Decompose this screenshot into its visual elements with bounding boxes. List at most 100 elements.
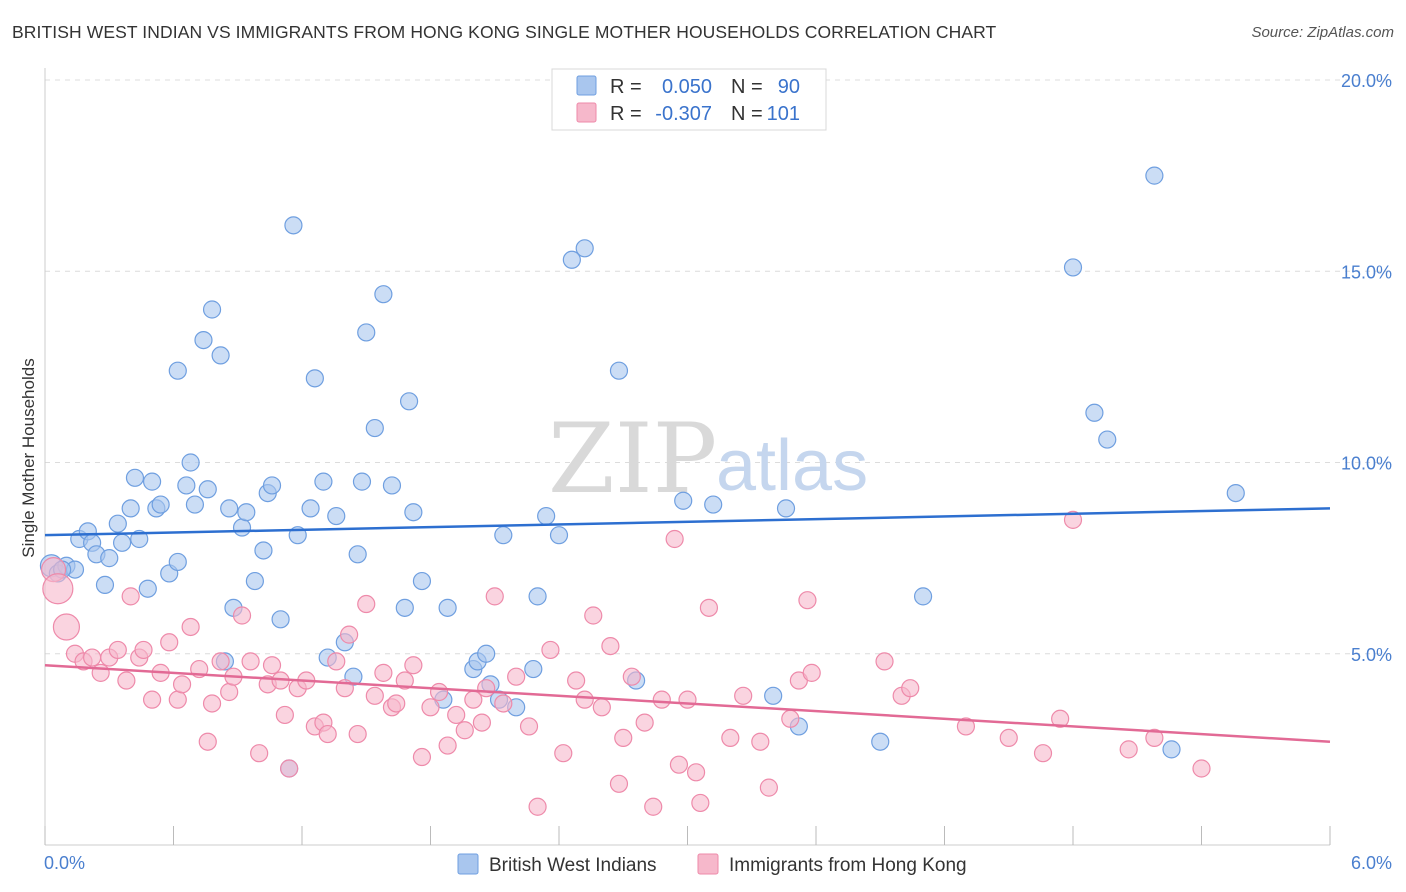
trend-line-immigrants-from-hong-kong	[44, 663, 1331, 743]
y-axis-title: Single Mother Households	[19, 358, 38, 557]
immigrants-from-hong-kong-point	[751, 732, 770, 751]
immigrants-from-hong-kong-point	[802, 663, 821, 682]
immigrants-from-hong-kong-point	[614, 728, 633, 748]
immigrants-from-hong-kong-point	[172, 675, 192, 694]
immigrants-from-hong-kong-point	[250, 744, 269, 763]
y-tick-labels: 5.0% 10.0% 15.0% 20.0%	[1341, 71, 1392, 665]
immigrants-from-hong-kong-point	[318, 724, 337, 744]
british-west-indians-point	[168, 361, 187, 380]
immigrants-from-hong-kong-point	[781, 709, 800, 728]
british-west-indians-point	[382, 476, 402, 495]
immigrants-from-hong-kong-point	[901, 679, 920, 698]
immigrants-from-hong-kong-point	[395, 671, 414, 690]
immigrants-from-hong-kong-point	[609, 774, 629, 793]
x-tick-label-max: 6.0%	[1351, 853, 1392, 873]
british-west-indians-point	[121, 499, 140, 518]
immigrants-from-hong-kong-point	[494, 694, 513, 713]
immigrants-from-hong-kong-point	[665, 529, 684, 549]
trend-lines	[44, 507, 1331, 743]
immigrants-from-hong-kong-point	[142, 690, 162, 709]
immigrants-from-hong-kong-point	[669, 755, 689, 774]
immigrants-from-hong-kong-point	[357, 594, 376, 614]
british-west-indians-point	[1162, 740, 1181, 759]
british-west-indians-point	[776, 499, 796, 518]
british-west-indians-point	[575, 239, 594, 258]
y-tick-label: 5.0%	[1351, 645, 1392, 665]
immigrants-from-hong-kong-point	[429, 682, 449, 702]
stats-n-value-blue: 90	[778, 76, 800, 98]
british-west-indians-point	[95, 575, 115, 595]
stats-box: R = 0.050 N = 90 R = -0.307 N = 101	[551, 68, 827, 131]
british-west-indians-point	[609, 361, 629, 380]
british-west-indians-point	[151, 495, 170, 514]
immigrants-from-hong-kong-point	[241, 652, 260, 671]
british-west-indians-point	[374, 285, 393, 304]
immigrants-from-hong-kong-point	[644, 797, 663, 816]
british-west-indians-point	[327, 506, 346, 526]
axes	[44, 68, 1331, 846]
immigrants-from-hong-kong-point	[999, 728, 1018, 748]
british-west-indians-point	[245, 571, 264, 591]
british-west-indians-point	[194, 331, 213, 350]
immigrants-from-hong-kong-point	[699, 598, 719, 617]
immigrants-from-hong-kong-point	[220, 682, 239, 702]
legend-label-immigrants-from-hong-kong: Immigrants from Hong Kong	[729, 855, 967, 876]
british-west-indians-point	[357, 323, 376, 342]
british-west-indians-point	[108, 514, 127, 533]
immigrants-from-hong-kong-point	[472, 713, 491, 732]
british-west-indians-point	[177, 476, 196, 495]
british-west-indians-point	[262, 476, 282, 495]
immigrants-from-hong-kong-point	[507, 667, 526, 686]
british-west-indians-point	[202, 300, 222, 319]
trend-line-british-west-indians	[44, 507, 1331, 537]
immigrants-from-hong-kong-point	[348, 724, 367, 744]
immigrants-from-hong-kong-point	[652, 690, 671, 709]
british-west-indians-point	[1098, 430, 1117, 449]
immigrants-from-hong-kong-point	[691, 793, 710, 813]
watermark-atlas: atlas	[716, 426, 868, 506]
immigrants-from-hong-kong-point	[1033, 744, 1053, 763]
source-attribution: Source: ZipAtlas.com	[1251, 24, 1394, 41]
immigrants-from-hong-kong-point	[622, 667, 641, 686]
british-west-indians-point	[138, 579, 157, 598]
immigrants-from-hong-kong-point	[232, 606, 252, 625]
stats-n-label-blue: N =	[731, 76, 763, 98]
british-west-indians-point	[913, 587, 933, 606]
immigrants-from-hong-kong-point	[1145, 728, 1164, 748]
british-west-indians-point	[528, 587, 547, 606]
immigrants-from-hong-kong-point	[181, 617, 200, 637]
british-west-indians-point	[125, 468, 145, 487]
british-west-indians-point	[211, 346, 230, 365]
immigrants-from-hong-kong-point	[554, 744, 573, 763]
british-west-indians-point	[142, 472, 162, 491]
immigrants-from-hong-kong-point	[108, 640, 127, 660]
stats-n-value-pink: 101	[767, 103, 800, 125]
immigrants-from-hong-kong-point	[541, 640, 560, 660]
british-west-indians-point	[537, 506, 556, 526]
british-west-indians-point	[674, 491, 693, 510]
british-west-indians-point	[704, 495, 723, 514]
immigrants-from-hong-kong-point	[477, 679, 496, 698]
british-west-indians-point	[232, 518, 252, 537]
british-west-indians-point	[284, 216, 303, 235]
british-west-indians-point	[562, 250, 581, 269]
british-west-indians-point	[305, 369, 324, 388]
immigrants-from-hong-kong-point	[875, 652, 894, 671]
immigrants-from-hong-kong-point	[601, 636, 620, 656]
legend: British West Indians Immigrants from Hon…	[457, 853, 967, 876]
british-west-indians-point	[168, 552, 187, 572]
immigrants-from-hong-kong-point	[485, 587, 504, 606]
chart-title: BRITISH WEST INDIAN VS IMMIGRANTS FROM H…	[12, 22, 997, 42]
immigrants-from-hong-kong-point	[798, 591, 817, 610]
immigrants-from-hong-kong-point	[455, 721, 474, 740]
british-west-indians-point	[1063, 258, 1083, 277]
immigrants-from-hong-kong-point	[1192, 759, 1211, 778]
immigrants-from-hong-kong-point	[635, 713, 654, 732]
y-tick-label: 15.0%	[1341, 262, 1392, 282]
british-west-indians-point	[198, 480, 217, 499]
immigrants-from-hong-kong-point	[528, 797, 547, 816]
immigrants-from-hong-kong-point	[421, 698, 440, 717]
immigrants-from-hong-kong-point	[447, 705, 466, 725]
british-west-indians-point	[348, 545, 367, 564]
